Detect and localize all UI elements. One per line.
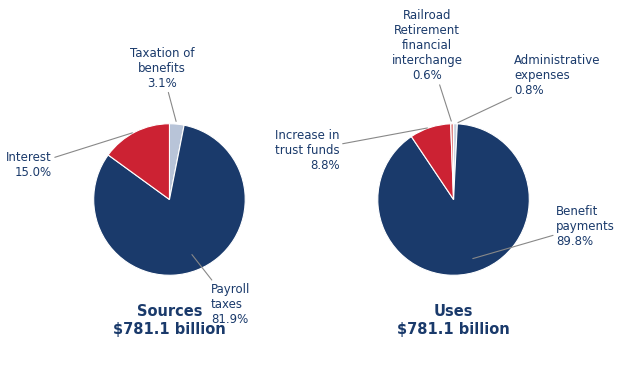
- Text: Railroad
Retirement
financial
interchange
0.6%: Railroad Retirement financial interchang…: [391, 9, 462, 121]
- Wedge shape: [450, 124, 454, 200]
- Wedge shape: [411, 124, 454, 200]
- Wedge shape: [108, 124, 169, 200]
- Text: Administrative
expenses
0.8%: Administrative expenses 0.8%: [458, 54, 601, 123]
- Text: Taxation of
benefits
3.1%: Taxation of benefits 3.1%: [130, 47, 194, 122]
- Wedge shape: [378, 124, 530, 275]
- Wedge shape: [454, 124, 457, 200]
- Text: Sources: Sources: [136, 304, 202, 319]
- Text: $781.1 billion: $781.1 billion: [397, 322, 510, 337]
- Text: $781.1 billion: $781.1 billion: [113, 322, 226, 337]
- Text: Interest
15.0%: Interest 15.0%: [6, 133, 133, 179]
- Wedge shape: [93, 125, 245, 275]
- Text: Uses: Uses: [434, 304, 473, 319]
- Text: Payroll
taxes
81.9%: Payroll taxes 81.9%: [192, 255, 250, 326]
- Text: Benefit
payments
89.8%: Benefit payments 89.8%: [473, 204, 615, 259]
- Text: Increase in
trust funds
8.8%: Increase in trust funds 8.8%: [275, 128, 427, 172]
- Wedge shape: [169, 124, 184, 200]
